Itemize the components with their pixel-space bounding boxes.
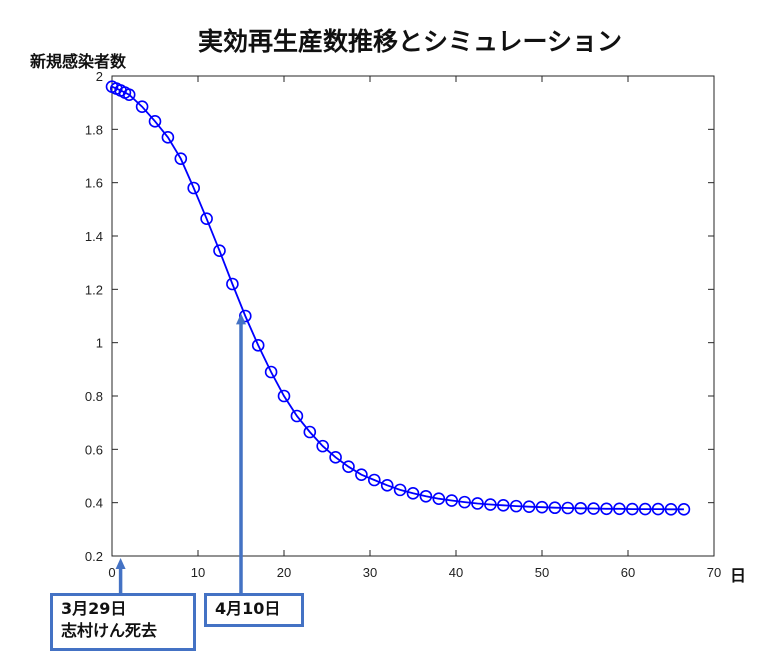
data-point [677,503,691,516]
data-point [535,500,549,514]
annotation-arrow-head [115,558,126,569]
data-point [174,152,188,165]
y-tick-label: 0.8 [85,389,103,404]
series-line [111,85,684,511]
data-point [367,473,381,487]
data-point [251,339,265,352]
data-point [161,131,175,144]
data-point [522,500,536,513]
data-point [135,100,149,113]
data-point [290,409,304,423]
y-axis-label: 新規感染者数 [30,52,127,71]
y-ticks: 0.2 0.4 0.6 0.8 1 1.2 1.4 1.6 1.8 2 [85,69,714,564]
x-ticks: 0 10 20 30 40 50 60 70 [108,76,721,580]
data-point [226,277,239,291]
plot-area [111,75,715,557]
y-tick-label: 0.6 [85,442,103,457]
y-tick-label: 0.4 [85,496,103,511]
x-tick-label: 40 [449,565,463,580]
data-point [484,498,497,511]
y-tick-label: 1.8 [85,122,103,137]
data-point [329,451,342,464]
data-point [471,497,484,510]
data-point [213,244,226,257]
x-axis-label: 日 [730,566,746,585]
data-point [509,499,523,513]
data-point [393,483,407,497]
data-point [380,479,394,492]
data-point [548,501,562,515]
data-point [496,499,510,512]
data-point [342,460,355,473]
y-tick-label: 1.4 [85,229,103,244]
y-tick-label: 2 [96,69,103,84]
x-tick-label: 10 [191,565,205,580]
data-point [406,487,420,500]
data-point [355,468,368,481]
data-point [651,502,665,516]
data-point [187,181,200,195]
data-point [277,389,291,403]
data-point [458,495,471,509]
data-point [445,494,459,507]
data-point [600,502,613,516]
x-tick-label: 0 [108,565,115,580]
annotation-april10: 4月10日 [204,593,304,627]
data-point [316,439,330,453]
x-tick-label: 30 [363,565,377,580]
series-0 [105,80,691,516]
annotation-arrows [115,313,246,593]
chart-title: 実効再生産数推移とシミュレーション [198,27,622,56]
data-point [264,365,278,379]
data-point [561,501,575,515]
x-tick-label: 70 [707,565,721,580]
y-tick-label: 1.6 [85,176,103,191]
x-tick-label: 60 [621,565,635,580]
annotation-arrow-head [236,313,246,325]
data-point [303,425,317,439]
data-point [148,115,162,128]
x-tick-label: 20 [277,565,291,580]
data-point [574,501,588,515]
annotation-shimura: 3月29日 志村けん死去 [50,593,196,651]
y-tick-label: 1 [96,336,103,351]
data-point [122,88,136,101]
data-point [625,502,639,516]
data-point [613,502,626,516]
data-point [432,492,446,505]
data-point [587,502,600,515]
y-tick-label: 0.2 [85,549,103,564]
data-point [419,489,433,503]
x-tick-label: 50 [535,565,549,580]
data-point [638,502,652,516]
data-point [200,212,213,225]
y-tick-label: 1.2 [85,282,103,297]
data-point [664,503,678,516]
